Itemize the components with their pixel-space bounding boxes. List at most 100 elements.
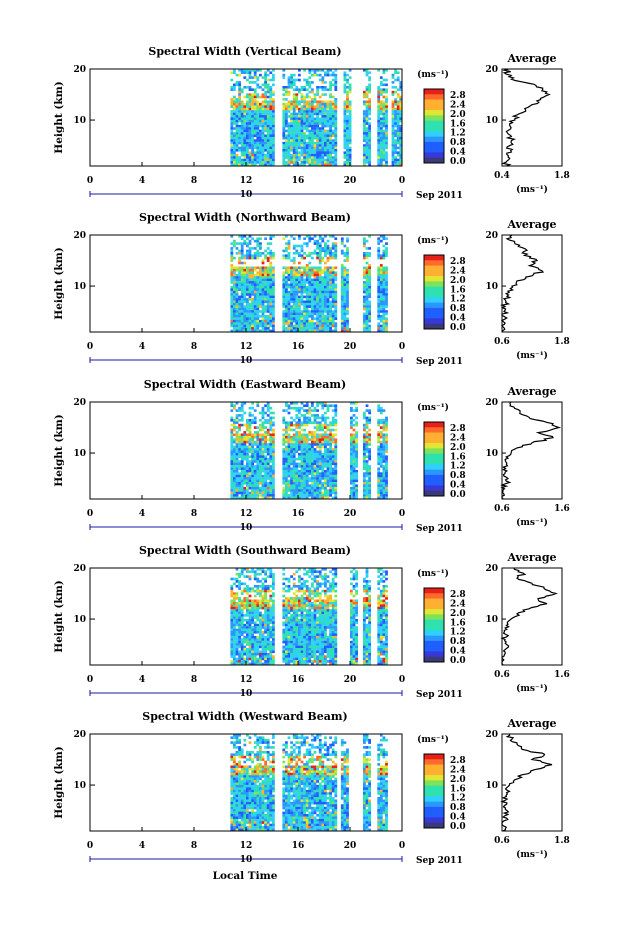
heatmap-cell [348, 122, 352, 125]
heatmap-cell [377, 110, 381, 113]
heatmap-cell [269, 315, 273, 318]
heatmap-cell [303, 110, 306, 113]
heatmap-cell [246, 496, 249, 500]
colorbar-swatch [424, 485, 444, 491]
heatmap-cell [290, 295, 293, 299]
heatmap-cell [300, 141, 304, 145]
heatmap-cell [399, 100, 403, 104]
heatmap-cell [272, 136, 275, 140]
heatmap-cell [282, 460, 286, 463]
heatmap-cell [272, 98, 275, 101]
heatmap-cell [243, 235, 247, 238]
heatmap-cell [368, 283, 371, 287]
heatmap-cell [238, 95, 241, 99]
heatmap-cell [251, 489, 254, 492]
heatmap-cell [346, 276, 349, 279]
heatmap-cell [259, 448, 262, 451]
heatmap-cell [385, 474, 388, 478]
heatmap-cell [326, 319, 330, 323]
heatmap-cell [269, 322, 273, 325]
heatmap-cell [331, 469, 335, 473]
heatmap-cell [261, 440, 265, 444]
heatmap-cell [379, 431, 383, 434]
heatmap-cell [324, 433, 327, 437]
heatmap-cell [256, 266, 260, 270]
heatmap-cell [295, 445, 299, 449]
heatmap-cell [331, 134, 335, 138]
heatmap-cell [285, 494, 288, 497]
heatmap-cell [235, 457, 239, 461]
heatmap-cell [321, 239, 325, 243]
heatmap-cell [256, 146, 260, 150]
heatmap-cell [334, 295, 338, 299]
heatmap-cell [396, 141, 400, 145]
heatmap-cell [363, 450, 366, 454]
heatmap-cell [259, 455, 262, 458]
heatmap-cell [290, 469, 293, 473]
heatmap-cell [343, 276, 347, 279]
heatmap-cell [379, 305, 383, 308]
heatmap-cell [269, 252, 273, 255]
heatmap-cell [318, 315, 322, 318]
heatmap-cell [346, 295, 349, 299]
heatmap-cell [329, 283, 332, 287]
heatmap-cell [305, 83, 309, 87]
heatmap-cell [295, 163, 299, 167]
heatmap-cell [233, 127, 236, 130]
heatmap-cell [230, 652, 234, 656]
heatmap-cell [311, 467, 314, 471]
heatmap-cell [316, 163, 319, 167]
heatmap-cell [305, 477, 309, 480]
heatmap-cell [243, 474, 247, 478]
heatmap-cell [368, 307, 371, 311]
heatmap-cell [331, 254, 335, 257]
heatmap-cell [295, 102, 299, 106]
heatmap-cell [253, 329, 257, 333]
heatmap-cell [264, 489, 267, 492]
heatmap-cell [246, 249, 249, 253]
heatmap-cell [331, 112, 335, 116]
heatmap-cell [235, 433, 239, 437]
heatmap-cell [313, 117, 317, 121]
heatmap-cell [321, 259, 325, 262]
heatmap-cell [331, 273, 335, 277]
heatmap-cell [261, 433, 265, 437]
heatmap-cell [290, 124, 293, 128]
heatmap-cell [282, 496, 286, 500]
heatmap-cell [243, 107, 247, 111]
heatmap-cell [287, 158, 291, 162]
heatmap-cell [300, 474, 304, 478]
heatmap-cell [346, 117, 349, 121]
heatmap-cell [343, 129, 347, 133]
heatmap-cell [316, 149, 319, 152]
heatmap-cell [272, 288, 275, 291]
heatmap-cell [238, 242, 241, 245]
heatmap-cell [233, 86, 236, 89]
heatmap-cell [272, 115, 275, 118]
heatmap-cell [269, 86, 273, 89]
heatmap-cell [385, 136, 388, 140]
heatmap-cell [316, 247, 319, 250]
heatmap-cell [379, 298, 383, 301]
heatmap-cell [285, 329, 288, 333]
heatmap-cell [238, 440, 241, 444]
heatmap-cell [340, 242, 344, 245]
heatmap-cell [377, 491, 381, 495]
heatmap-cell [313, 122, 317, 125]
heatmap-cell [235, 472, 239, 475]
heatmap-cell [368, 127, 371, 130]
heatmap-cell [305, 146, 309, 150]
heatmap-cell [264, 139, 267, 142]
heatmap-cell [238, 110, 241, 113]
heatmap-cell [243, 455, 247, 458]
heatmap-cell [238, 319, 241, 323]
heatmap-cell [272, 421, 275, 424]
heatmap-cell [377, 151, 381, 154]
heatmap-cell [287, 242, 291, 245]
heatmap-cell [300, 448, 304, 451]
heatmap-cell [246, 144, 249, 147]
heatmap-cell [248, 105, 252, 108]
heatmap-cell [321, 404, 325, 407]
date-label: Sep 2011 [416, 524, 463, 534]
heatmap-cell [343, 281, 347, 284]
